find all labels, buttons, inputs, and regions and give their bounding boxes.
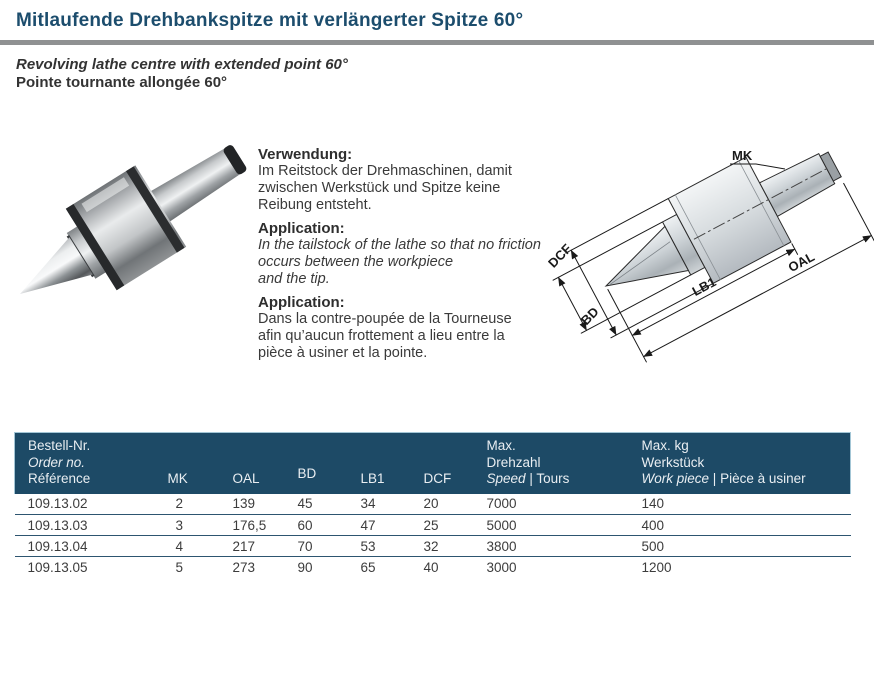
cell-dcf: 20 [420,493,484,515]
page-title: Mitlaufende Drehbankspitze mit verlänger… [16,10,524,31]
cell-bd: 45 [294,493,358,515]
cell-order-no: 109.13.05 [27,559,88,575]
col-header-max-kg: Max. kg Werkstück Work piece | Pièce à u… [638,432,851,494]
col-header-oal: OAL [229,432,295,494]
photo-shank [149,148,240,223]
table-header: Bestell-Nr. Order no. Référence MK OAL B… [14,432,851,494]
cell-order-no: 109.13.02 [14,493,165,515]
cell-mk: 4 [164,535,230,557]
cell-max-kg: 140 [638,493,851,515]
photo-cone-tip [20,237,93,294]
cell-oal: 139 [229,493,295,515]
cell-lb1: 65 [360,559,376,575]
cell-speed: 3000 [486,559,517,575]
cell-max-kg: 1200 [641,559,672,575]
cell-speed: 3800 [483,535,639,557]
col-header-mk: MK [164,432,230,494]
dim-label-mk: MK [732,148,753,163]
cell-oal: 176,5 [229,514,295,536]
cell-mk: 5 [175,559,184,575]
cell-max-kg: 500 [638,535,851,557]
application-fr-heading: Application: [258,294,345,311]
col-header-speed: Max. Drehzahl Speed | Tours [483,432,639,494]
cell-dcf: 32 [420,535,484,557]
col-header-bd: BD [294,432,358,494]
table-row: 109.13.02 2 139 45 34 20 7000 140 [14,493,851,515]
cell-bd: 90 [297,559,313,575]
cell-dcf: 40 [423,559,439,575]
application-en-text: In the tailstock of the lathe so that no… [258,237,541,287]
cell-bd: 70 [294,535,358,557]
subtitle-french: Pointe tournante allongée 60° [16,74,228,91]
col-header-dcf: DCF [420,432,484,494]
verwendung-text: Im Reitstock der Drehmaschinen, damit zw… [258,163,512,213]
cell-lb1: 34 [357,493,421,515]
cell-mk: 3 [164,514,230,536]
table-row: 109.13.03 3 176,5 60 47 25 5000 400 [14,514,851,536]
description-block: Verwendung: Im Reitstock der Drehmaschin… [258,146,580,362]
title-divider [0,40,874,45]
cell-order-no: 109.13.04 [14,535,165,557]
table-row: 109.13.05 5 273 90 65 40 3000 1200 [15,557,851,578]
subtitle-english: Revolving lathe centre with extended poi… [16,56,348,73]
application-fr-text: Dans la contre-poupée de la Tourneuse af… [258,311,512,361]
photo-collar [66,225,108,279]
drawing-cone-tip [604,225,690,287]
dim-label-dcf: DCF [548,241,574,271]
cell-lb1: 47 [357,514,421,536]
cell-oal: 217 [229,535,295,557]
product-photo [20,145,247,294]
col-header-lb1: LB1 [357,432,421,494]
cell-mk: 2 [164,493,230,515]
verwendung-heading: Verwendung: [258,146,353,163]
cell-order-no: 109.13.03 [14,514,165,536]
dim-label-oal: OAL [786,249,817,275]
technical-drawing: LB1 OAL BD DCF MK [548,148,874,363]
application-en-heading: Application: [258,220,345,237]
photo-shank-endcap [223,145,247,175]
specification-table: Bestell-Nr. Order no. Référence MK OAL B… [14,432,851,578]
cell-speed: 5000 [483,514,639,536]
cell-dcf: 25 [420,514,484,536]
cell-bd: 60 [294,514,358,536]
table-row: 109.13.04 4 217 70 53 32 3800 500 [14,535,851,557]
col-header-order-no: Bestell-Nr. Order no. Référence [14,432,165,494]
cell-max-kg: 400 [638,514,851,536]
cell-oal: 273 [232,559,256,575]
cell-lb1: 53 [357,535,421,557]
cell-speed: 7000 [483,493,639,515]
